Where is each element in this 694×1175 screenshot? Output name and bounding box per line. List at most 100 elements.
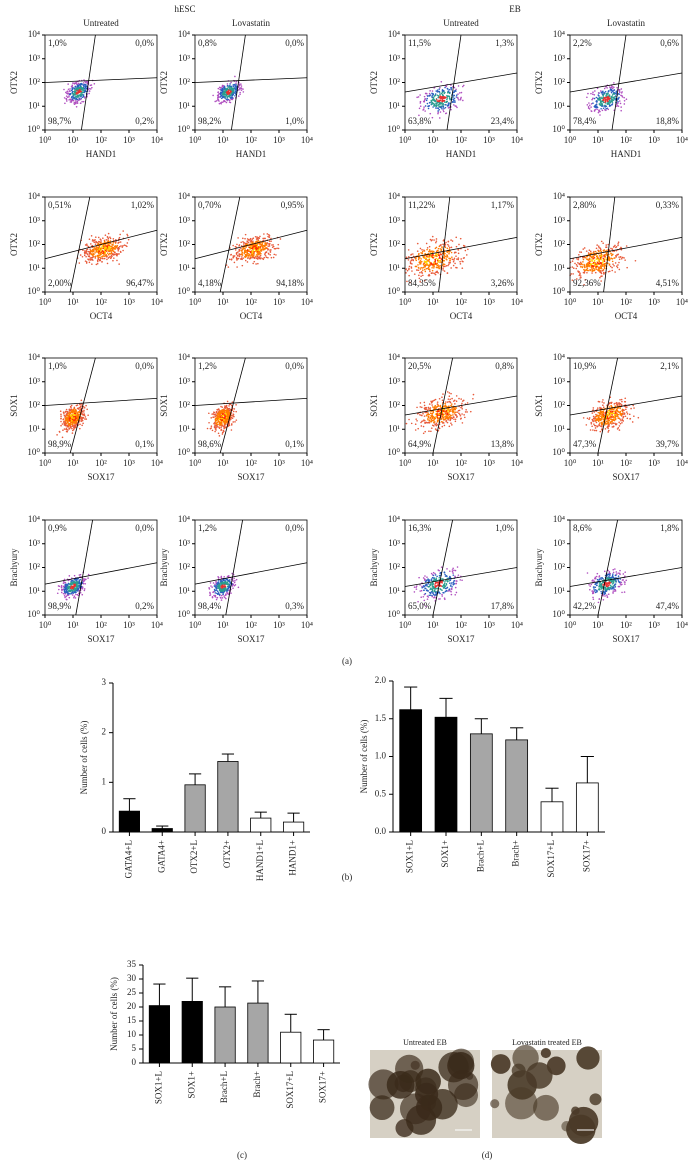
event-dot bbox=[98, 240, 100, 243]
event-dot bbox=[62, 592, 65, 595]
event-dot bbox=[242, 88, 244, 90]
event-dot bbox=[611, 410, 614, 413]
event-dot bbox=[632, 404, 635, 407]
event-dot bbox=[232, 410, 235, 413]
y-tick-label: 10⁴ bbox=[388, 191, 400, 201]
event-dot bbox=[410, 266, 413, 268]
event-dot bbox=[604, 98, 607, 101]
event-dot bbox=[110, 256, 113, 259]
event-dot bbox=[110, 242, 112, 244]
event-dot bbox=[71, 421, 74, 424]
event-dot bbox=[88, 261, 91, 264]
event-dot bbox=[445, 100, 448, 103]
event-dot bbox=[74, 409, 77, 412]
event-dot bbox=[442, 110, 445, 113]
event-dot bbox=[575, 263, 578, 266]
event-dot bbox=[241, 264, 244, 267]
event-dot bbox=[440, 80, 443, 83]
event-dot bbox=[454, 420, 457, 423]
event-dot bbox=[618, 89, 621, 91]
event-dot bbox=[256, 247, 258, 249]
event-dot bbox=[421, 269, 424, 271]
event-dot bbox=[229, 99, 231, 101]
x-tick-label: 10² bbox=[95, 297, 107, 307]
event-dot bbox=[587, 252, 590, 254]
event-dot bbox=[600, 265, 603, 268]
event-dot bbox=[594, 264, 596, 267]
event-dot bbox=[422, 108, 425, 110]
event-dot bbox=[115, 253, 118, 255]
event-dot bbox=[100, 241, 102, 243]
event-dot bbox=[75, 94, 77, 96]
event-dot bbox=[219, 91, 222, 94]
event-dot bbox=[603, 101, 606, 103]
event-dot bbox=[270, 256, 273, 259]
event-dot bbox=[611, 103, 613, 106]
event-dot bbox=[592, 256, 594, 259]
event-dot bbox=[75, 95, 77, 98]
event-dot bbox=[600, 253, 603, 256]
y-tick-label: 10⁰ bbox=[387, 447, 400, 457]
event-dot bbox=[225, 95, 227, 97]
photo-blob bbox=[589, 1093, 602, 1106]
event-dot bbox=[253, 251, 255, 253]
event-dot bbox=[442, 94, 444, 97]
event-dot bbox=[63, 411, 65, 414]
event-dot bbox=[617, 242, 619, 245]
event-dot bbox=[107, 240, 110, 242]
event-dot bbox=[431, 415, 433, 417]
event-dot bbox=[432, 406, 434, 408]
event-dot bbox=[607, 100, 609, 102]
event-dot bbox=[83, 83, 86, 86]
event-dot bbox=[602, 404, 604, 407]
event-dot bbox=[431, 90, 434, 92]
x-tick-label: 10¹ bbox=[67, 297, 79, 307]
event-dot bbox=[442, 243, 444, 246]
event-dot bbox=[592, 429, 594, 431]
event-dot bbox=[452, 264, 455, 267]
event-dot bbox=[596, 87, 599, 90]
event-dot bbox=[435, 415, 438, 418]
event-dot bbox=[596, 105, 598, 108]
event-dot bbox=[461, 400, 464, 402]
event-dot bbox=[227, 98, 230, 101]
event-dot bbox=[610, 95, 613, 98]
event-dot bbox=[237, 237, 239, 239]
event-dot bbox=[460, 96, 462, 99]
y-tick-label: 10² bbox=[553, 239, 565, 249]
event-dot bbox=[421, 250, 424, 253]
event-dot bbox=[93, 83, 96, 85]
event-dot bbox=[99, 257, 102, 260]
event-dot bbox=[273, 253, 276, 256]
event-dot bbox=[437, 104, 439, 106]
event-dot bbox=[610, 254, 613, 257]
quadrant-percent: 98,6% bbox=[198, 439, 222, 449]
event-dot bbox=[437, 110, 439, 112]
event-dot bbox=[214, 424, 216, 427]
event-dot bbox=[73, 427, 75, 430]
event-dot bbox=[459, 418, 462, 420]
x-tick-label: 10⁴ bbox=[301, 458, 313, 468]
event-dot bbox=[92, 248, 94, 251]
event-dot bbox=[439, 264, 441, 267]
event-dot bbox=[415, 259, 418, 262]
event-dot bbox=[614, 262, 617, 264]
event-dot bbox=[215, 100, 218, 102]
event-dot bbox=[267, 256, 269, 259]
event-dot bbox=[623, 400, 626, 403]
event-dot bbox=[103, 240, 106, 243]
event-dot bbox=[439, 93, 441, 96]
event-dot bbox=[116, 259, 118, 262]
event-dot bbox=[64, 102, 66, 105]
event-dot bbox=[592, 415, 595, 418]
event-dot bbox=[445, 241, 447, 244]
event-dot bbox=[439, 86, 441, 89]
x-tick-label: 10² bbox=[620, 458, 632, 468]
event-dot bbox=[419, 247, 422, 250]
event-dot bbox=[68, 409, 71, 411]
event-dot bbox=[235, 82, 237, 85]
event-dot bbox=[620, 92, 623, 94]
event-dot bbox=[440, 97, 442, 100]
event-dot bbox=[445, 264, 448, 267]
event-dot bbox=[217, 93, 220, 96]
